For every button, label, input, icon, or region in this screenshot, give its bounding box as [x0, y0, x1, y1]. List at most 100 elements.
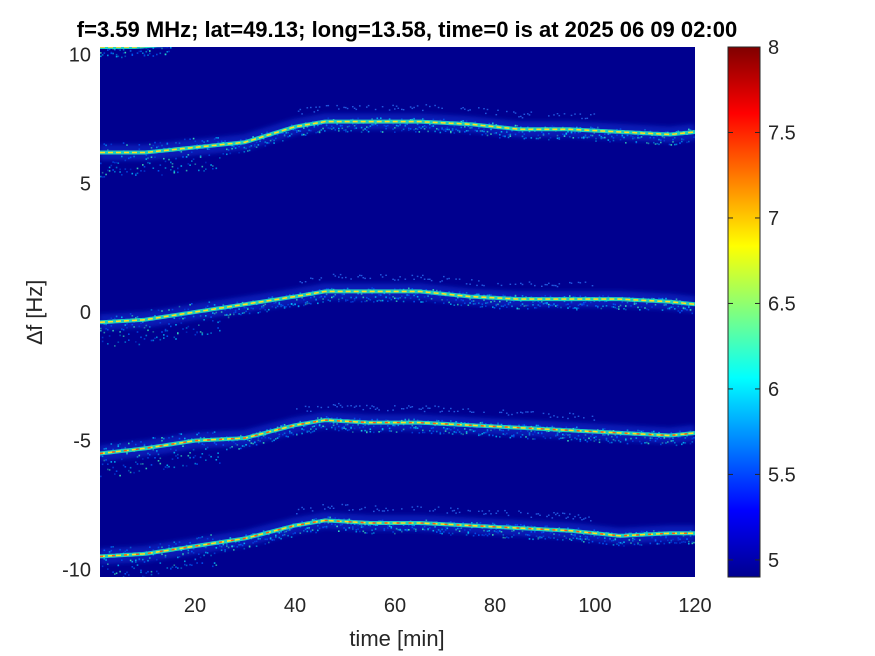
- noise-speck: [133, 471, 135, 474]
- noise-speck: [119, 570, 121, 573]
- echo-speck: [497, 510, 499, 512]
- noise-speck: [523, 525, 526, 528]
- noise-speck: [649, 439, 652, 441]
- noise-speck: [418, 298, 421, 301]
- noise-speck: [607, 440, 610, 443]
- noise-speck: [611, 532, 613, 534]
- noise-speck: [448, 428, 450, 430]
- noise-speck: [322, 298, 324, 300]
- noise-speck: [213, 431, 216, 433]
- noise-speck: [154, 42, 156, 44]
- noise-speck: [527, 308, 529, 310]
- echo-speck: [483, 513, 485, 515]
- noise-speck: [357, 528, 359, 530]
- noise-speck: [451, 433, 454, 435]
- noise-speck: [576, 438, 578, 440]
- noise-speck: [651, 306, 653, 308]
- noise-speck: [677, 436, 680, 438]
- noise-speck: [388, 525, 391, 527]
- noise-speck: [469, 298, 471, 301]
- noise-speck: [453, 427, 456, 429]
- echo-speck: [532, 411, 534, 413]
- noise-speck: [602, 428, 604, 431]
- noise-speck: [556, 432, 559, 434]
- noise-speck: [159, 141, 162, 144]
- noise-speck: [346, 287, 349, 290]
- noise-speck: [658, 543, 660, 545]
- noise-speck: [280, 305, 282, 308]
- noise-speck: [345, 298, 347, 301]
- noise-speck: [117, 162, 120, 164]
- noise-speck: [189, 303, 191, 306]
- noise-speck: [201, 453, 204, 455]
- noise-speck: [488, 122, 491, 125]
- noise-speck: [238, 448, 240, 450]
- noise-speck: [464, 428, 466, 430]
- noise-speck: [315, 518, 317, 520]
- noise-speck: [124, 324, 127, 326]
- echo-speck: [509, 283, 512, 285]
- noise-speck: [614, 439, 617, 442]
- noise-speck: [632, 537, 634, 540]
- noise-speck: [131, 566, 134, 568]
- noise-speck: [688, 540, 690, 543]
- noise-speck: [341, 124, 344, 127]
- noise-speck: [639, 440, 641, 443]
- noise-speck: [485, 305, 487, 307]
- echo-speck: [355, 405, 358, 407]
- noise-speck: [504, 295, 506, 298]
- noise-speck: [285, 530, 288, 533]
- noise-speck: [525, 296, 527, 298]
- noise-speck: [257, 537, 260, 539]
- noise-speck: [576, 307, 578, 310]
- noise-speck: [348, 527, 351, 529]
- noise-speck: [247, 438, 249, 441]
- echo-speck: [401, 508, 403, 510]
- echo-speck: [392, 409, 394, 411]
- noise-speck: [674, 308, 676, 310]
- noise-speck: [189, 164, 191, 166]
- noise-speck: [304, 303, 307, 306]
- noise-speck: [570, 539, 573, 541]
- noise-speck: [422, 301, 424, 303]
- noise-speck: [385, 419, 387, 421]
- noise-speck: [380, 430, 382, 432]
- noise-speck: [180, 549, 183, 552]
- noise-speck: [206, 148, 209, 150]
- noise-speck: [476, 293, 478, 296]
- noise-speck: [129, 466, 132, 469]
- noise-speck: [607, 433, 610, 436]
- noise-speck: [121, 559, 123, 561]
- noise-speck: [205, 448, 207, 450]
- noise-speck: [329, 516, 331, 519]
- noise-speck: [677, 539, 680, 541]
- noise-speck: [345, 129, 347, 131]
- noise-speck: [583, 136, 585, 138]
- noise-speck: [143, 445, 146, 447]
- noise-speck: [140, 50, 142, 53]
- echo-speck: [563, 113, 566, 115]
- noise-speck: [394, 424, 396, 427]
- noise-speck: [206, 305, 209, 307]
- noise-speck: [654, 540, 657, 542]
- noise-speck: [206, 333, 209, 335]
- noise-speck: [495, 304, 498, 307]
- noise-speck: [122, 142, 125, 144]
- noise-speck: [178, 317, 181, 320]
- noise-speck: [303, 127, 305, 129]
- noise-speck: [203, 141, 205, 143]
- echo-speck: [381, 106, 384, 108]
- noise-speck: [688, 140, 690, 143]
- noise-speck: [159, 338, 162, 341]
- noise-speck: [331, 426, 333, 429]
- noise-speck: [114, 473, 116, 475]
- noise-speck: [584, 439, 587, 441]
- noise-speck: [637, 137, 639, 139]
- noise-speck: [285, 294, 288, 297]
- noise-speck: [569, 538, 571, 540]
- noise-speck: [238, 313, 240, 315]
- noise-speck: [453, 132, 456, 134]
- noise-speck: [570, 300, 573, 303]
- echo-speck: [304, 281, 307, 283]
- noise-speck: [371, 418, 373, 421]
